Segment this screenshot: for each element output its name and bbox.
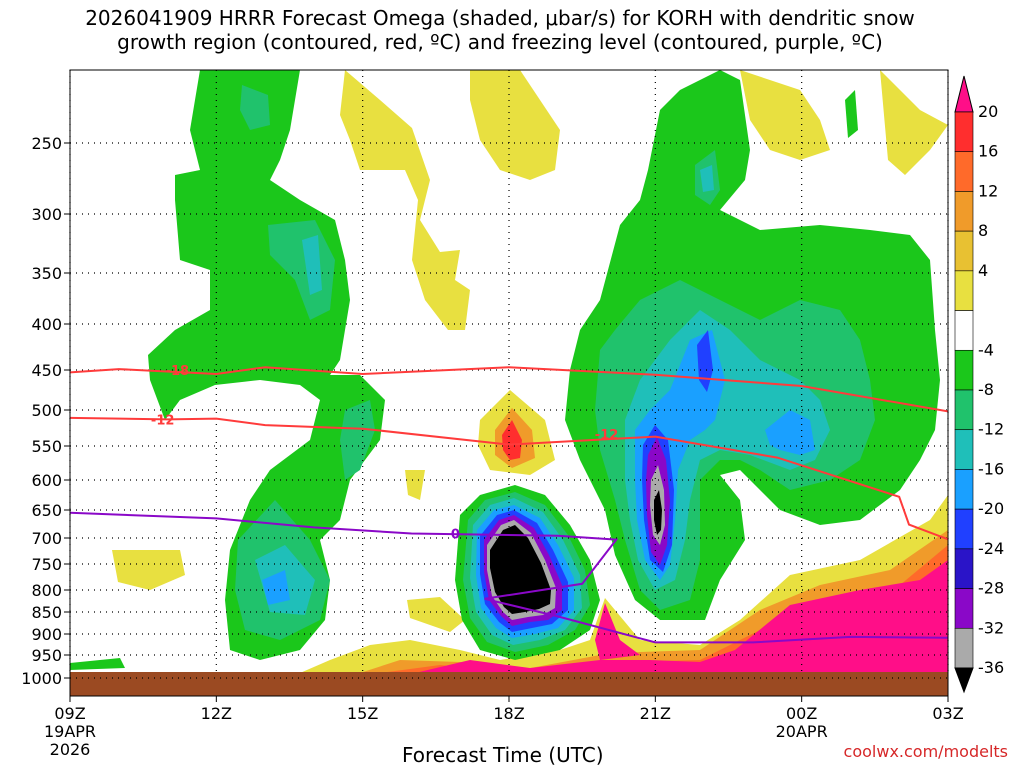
colorbar-top-arrow [954,75,974,113]
omega-positive-region [470,70,560,180]
omega-negative-region [70,658,125,670]
omega-positive-region [595,603,640,660]
omega-positive-region [405,470,425,500]
y-tick-label: 1000 [21,669,62,688]
chart-title-line-2: growth region (contoured, red, ºC) and f… [117,30,883,54]
colorbar-label: -4 [978,340,994,359]
omega-positive-region [407,597,465,632]
x-tick-label: 15Z [347,704,378,723]
colorbar-swatch [954,270,974,311]
colorbar-swatch [954,349,974,391]
contours: -18 -12 -12 0 [70,364,948,644]
y-tick-label: 600 [31,471,62,490]
colorbar-swatch [954,111,974,153]
y-tick-label: 450 [31,361,62,380]
colorbar-label: -32 [978,618,1004,637]
contour-line [70,511,948,644]
colorbar-label: -24 [978,539,1004,558]
y-tick-label: 500 [31,401,62,420]
y-tick-label: 550 [31,437,62,456]
contour-line [70,416,948,541]
ground-strip [70,672,948,696]
colorbar-label: 20 [978,102,998,121]
y-tick-label: 400 [31,315,62,334]
colorbar-swatch [954,627,974,669]
colorbar-swatch [954,191,974,232]
colorbar-swatch [954,469,974,510]
colorbar-label: -28 [978,579,1004,598]
colorbar-swatch [954,429,974,470]
colorbar-label: 8 [978,221,988,240]
colorbar-label: -20 [978,499,1004,518]
omega-negative-region [302,235,322,295]
x-tick-label: 03Z [932,704,963,723]
y-tick-label: 300 [31,205,62,224]
colorbar-swatch [954,588,974,629]
omega-negative-region [700,165,714,192]
y-tick-label: 250 [31,134,62,153]
y-axis: 250 300 350 400 450 500 550 600 650 700 750 800 850 9… [21,134,70,688]
omega-positive-region [740,70,830,160]
chart-title: 2026041909 HRRR Forecast Omega (shaded, … [0,6,1000,54]
omega-positive-region [415,560,948,673]
colorbar-label: -36 [978,658,1004,677]
contour-label: -12 [595,428,619,443]
omega-negative-region [654,490,662,535]
colorbar-label: -16 [978,459,1004,478]
omega-positive-region [502,420,522,460]
colorbar-bottom-arrow [954,667,974,694]
colorbar: 20 16 12 8 4 -4 -8 -12 -16 -20 -24 -28 -32 -36 [954,75,1004,694]
colorbar-swatch [954,389,974,431]
contour-label: -18 [166,364,190,379]
y-tick-label: 750 [31,555,62,574]
x-tick-label: 12Z [201,704,232,723]
omega-shading [70,70,948,673]
omega-negative-region [845,90,858,138]
contour-label: -12 [151,414,175,429]
omega-negative-region [148,70,385,660]
omega-positive-region [340,70,470,330]
omega-negative-region [765,410,815,455]
x-tick-label: 00Z [786,704,817,723]
y-tick-label: 800 [31,581,62,600]
colorbar-swatch [954,508,974,550]
y-tick-label: 650 [31,501,62,520]
colorbar-label: 12 [978,181,998,200]
x-date-label: 19APR [44,722,96,741]
x-tick-label: 18Z [493,704,524,723]
x-date-label: 2026 [50,740,91,759]
contour-line [70,366,948,413]
colorbar-swatch [954,230,974,272]
colorbar-swatch [954,151,974,192]
colorbar-swatch [954,548,974,589]
y-tick-label: 350 [31,264,62,283]
x-axis-label: Forecast Time (UTC) [402,743,604,767]
colorbar-label: -8 [978,380,994,399]
colorbar-label: 16 [978,142,998,161]
omega-positive-region [880,70,948,175]
chart-title-line-1: 2026041909 HRRR Forecast Omega (shaded, … [85,6,915,30]
x-tick-label: 09Z [54,704,85,723]
y-tick-label: 900 [31,625,62,644]
colorbar-label: -12 [978,420,1004,439]
y-tick-label: 700 [31,529,62,548]
omega-negative-region [340,400,375,480]
contour-label: 0 [451,527,460,542]
omega-positive-region [112,550,185,590]
y-tick-label: 950 [31,646,62,665]
x-date-label: 20APR [776,722,828,741]
credit-text: coolwx.com/modelts [843,742,1008,761]
omega-negative-region [697,330,713,392]
y-tick-label: 850 [31,603,62,622]
colorbar-swatch [954,310,974,351]
x-tick-label: 21Z [640,704,671,723]
colorbar-label: 4 [978,261,988,280]
omega-negative-region [240,85,270,130]
omega-negative-region [262,570,290,605]
